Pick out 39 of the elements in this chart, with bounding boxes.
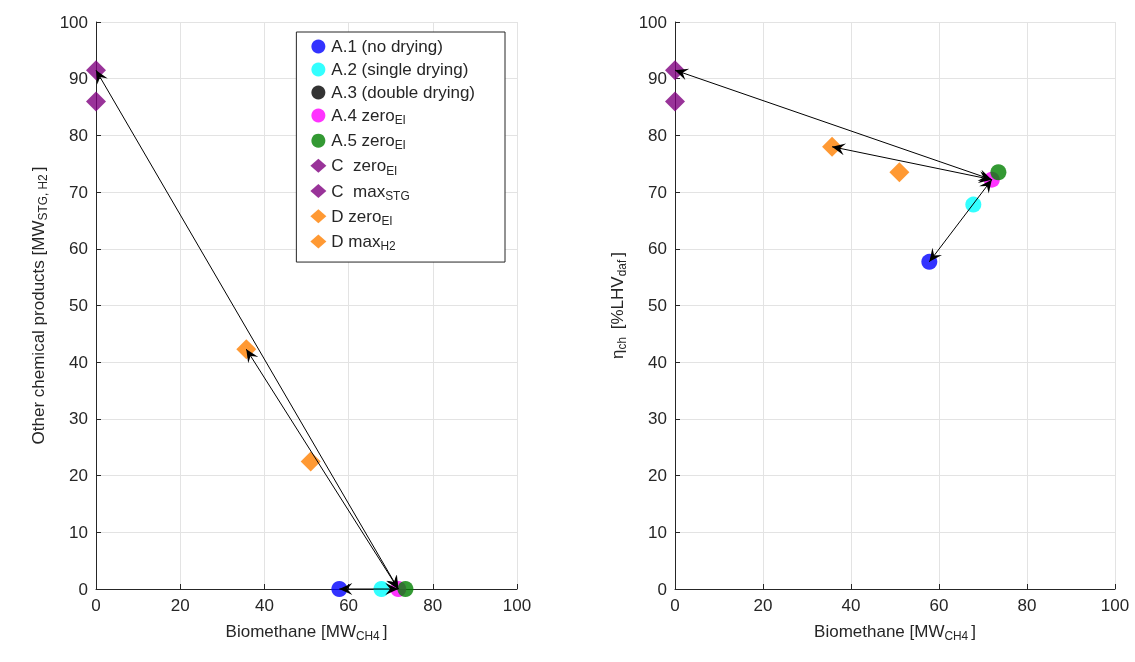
legend-label: A.1 (no drying) (331, 37, 443, 56)
y-tick-label: 20 (69, 466, 88, 486)
y-tick-label: 0 (657, 579, 667, 599)
y-tick-label: 50 (648, 296, 667, 315)
x-tick-label: 100 (1100, 596, 1130, 615)
legend-label: A.3 (double drying) (331, 83, 475, 102)
y-tick-label: 40 (69, 352, 88, 372)
y-tick-label: 100 (59, 12, 88, 32)
y-tick-label: 80 (648, 125, 667, 145)
y-tick-label: 10 (69, 522, 88, 542)
x-tick-label: 20 (753, 596, 773, 615)
y-tick-label: 30 (69, 409, 88, 429)
y-tick-label: 100 (638, 12, 667, 32)
x-tick-label: 0 (670, 596, 680, 615)
y-tick-label: 90 (648, 69, 667, 89)
x-tick-label: 40 (254, 596, 274, 615)
y-tick-label: 40 (648, 352, 667, 372)
y-tick-label: 70 (648, 182, 667, 202)
y-tick-label: 60 (69, 239, 88, 259)
x-tick-label: 80 (423, 596, 443, 615)
x-tick-label: 60 (339, 596, 359, 615)
y-axis-title: Other chemical products [MWSTG, H2] (28, 166, 50, 445)
x-tick-label: 80 (1017, 596, 1037, 615)
x-tick-label: 40 (841, 596, 861, 615)
y-tick-label: 70 (69, 182, 88, 202)
y-tick-label: 60 (648, 239, 667, 259)
x-tick-label: 60 (929, 596, 949, 615)
legend-label: A.2 (single drying) (331, 60, 469, 79)
y-tick-label: 10 (648, 522, 667, 542)
x-tick-label: 100 (502, 596, 532, 615)
y-axis-title: ηch [%LHVdaf] (607, 252, 629, 359)
y-tick-label: 20 (648, 466, 667, 486)
y-tick-label: 50 (69, 296, 88, 315)
x-tick-label: 0 (91, 596, 101, 615)
x-tick-label: 20 (170, 596, 190, 615)
y-tick-label: 80 (69, 125, 88, 145)
y-tick-label: 30 (648, 409, 667, 429)
y-tick-label: 90 (69, 69, 88, 89)
y-tick-label: 0 (78, 579, 88, 599)
